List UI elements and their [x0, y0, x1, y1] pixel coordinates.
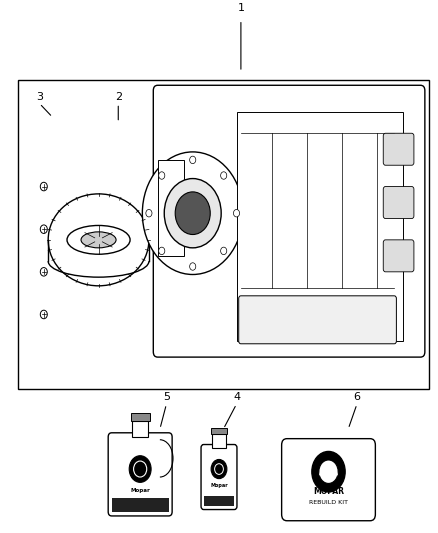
Bar [158, 160, 184, 256]
Text: 5: 5 [163, 392, 170, 402]
Text: 3: 3 [36, 92, 43, 102]
Circle shape [129, 456, 151, 482]
Circle shape [159, 172, 165, 179]
Circle shape [312, 451, 345, 492]
FancyBboxPatch shape [282, 439, 375, 521]
Circle shape [221, 247, 227, 255]
FancyBboxPatch shape [383, 240, 414, 272]
Circle shape [40, 310, 47, 319]
Text: 2: 2 [115, 92, 122, 102]
Circle shape [233, 209, 240, 217]
Circle shape [319, 460, 338, 483]
Ellipse shape [48, 194, 149, 286]
FancyBboxPatch shape [239, 296, 396, 344]
Bar [112, 498, 169, 512]
Circle shape [134, 461, 147, 477]
Circle shape [40, 268, 47, 276]
Circle shape [211, 459, 227, 479]
Bar [204, 496, 234, 506]
Circle shape [159, 247, 165, 255]
Circle shape [142, 152, 243, 274]
Circle shape [221, 172, 227, 179]
FancyBboxPatch shape [201, 445, 237, 510]
Text: Mopar: Mopar [130, 488, 150, 493]
Text: 4: 4 [233, 392, 240, 402]
Circle shape [40, 182, 47, 191]
Text: MOPAR: MOPAR [313, 487, 344, 496]
Text: Mopar: Mopar [210, 482, 228, 488]
Bar [212, 434, 226, 448]
Circle shape [164, 179, 221, 248]
FancyBboxPatch shape [108, 433, 172, 516]
FancyBboxPatch shape [383, 187, 414, 219]
FancyBboxPatch shape [383, 133, 414, 165]
Bar [132, 421, 148, 437]
Circle shape [190, 263, 196, 270]
Text: 1: 1 [237, 3, 244, 13]
Circle shape [146, 209, 152, 217]
Circle shape [215, 464, 223, 474]
Circle shape [190, 156, 196, 164]
Circle shape [175, 192, 210, 235]
Bar [18, 80, 429, 389]
Text: REBUILD KIT: REBUILD KIT [309, 500, 348, 505]
FancyBboxPatch shape [153, 85, 425, 357]
Bar [131, 413, 150, 421]
Bar [237, 112, 403, 341]
Text: 6: 6 [353, 392, 360, 402]
Ellipse shape [67, 225, 130, 254]
Ellipse shape [81, 232, 116, 248]
Bar [211, 428, 227, 434]
Circle shape [40, 225, 47, 233]
